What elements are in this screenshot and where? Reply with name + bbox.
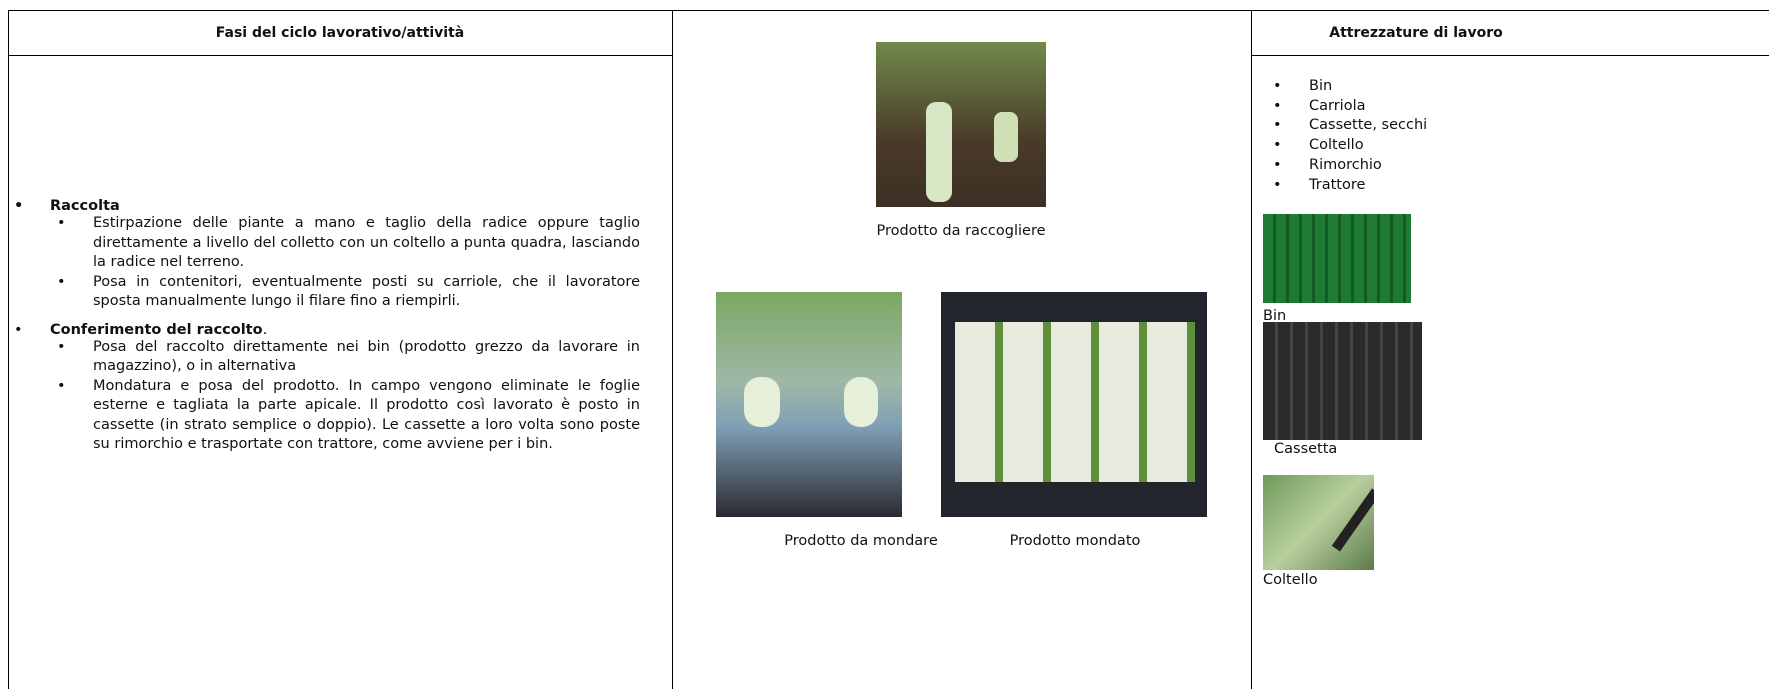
border <box>1251 10 1252 689</box>
caption: Bin <box>1263 308 1287 324</box>
equipment-list: Bin Carriola Cassette, secchi Coltello R… <box>1273 77 1428 196</box>
caption: Cassetta <box>1274 441 1338 457</box>
photo <box>941 292 1207 517</box>
text: Estirpazione delle piante a mano e tagli… <box>93 215 640 270</box>
item: Cassette, secchi <box>1273 116 1428 136</box>
item: Trattore <box>1273 176 1427 196</box>
item: Posa in contenitori, eventualmente posti… <box>57 273 640 312</box>
phase: Raccolta Estirpazione delle piante a man… <box>14 198 640 312</box>
text: Bin <box>1309 78 1333 94</box>
photo <box>1263 214 1411 303</box>
text: Conferimento del raccolto <box>50 321 263 338</box>
text: Raccolta <box>50 198 120 214</box>
photo <box>1263 475 1374 570</box>
caption: Prodotto da raccogliere <box>876 223 1046 239</box>
item: Posa del raccolto direttamente nei bin (… <box>57 338 640 377</box>
photo <box>876 42 1046 207</box>
phases: Raccolta Estirpazione delle piante a man… <box>14 198 640 455</box>
fennel <box>926 102 952 202</box>
item: Carriola <box>1273 97 1427 117</box>
border <box>8 10 1769 11</box>
item: Coltello <box>1273 136 1427 156</box>
text: Trattore <box>1309 176 1366 193</box>
text: Cassette, secchi <box>1309 117 1428 134</box>
text: . <box>262 321 268 338</box>
items: Posa del raccolto direttamente nei bin (… <box>57 338 640 455</box>
item: Estirpazione delle piante a mano e tagli… <box>57 214 640 273</box>
item: Rimorchio <box>1273 156 1427 176</box>
text: Mondatura e posa del prodotto. In campo … <box>93 377 640 453</box>
knife <box>1331 488 1374 552</box>
caption: Coltello <box>1263 572 1318 588</box>
header: Attrezzature di lavoro <box>1329 25 1503 41</box>
text: Posa in contenitori, eventualmente posti… <box>93 273 640 310</box>
border <box>8 55 672 56</box>
photo <box>716 292 902 517</box>
border <box>672 10 673 689</box>
phase-title: Conferimento del raccolto. <box>14 321 640 338</box>
text: Posa del raccolto direttamente nei bin (… <box>93 338 640 375</box>
phase: Conferimento del raccolto. Posa del racc… <box>14 321 640 455</box>
phase-title: Raccolta <box>14 198 640 214</box>
fennel <box>744 377 780 427</box>
photo <box>1263 322 1422 440</box>
item: Mondatura e posa del prodotto. In campo … <box>57 377 640 455</box>
fennels <box>955 322 1195 482</box>
item: Bin <box>1273 77 1427 97</box>
border <box>8 10 9 689</box>
text: Coltello <box>1309 137 1364 154</box>
border <box>1251 55 1769 56</box>
text: Carriola <box>1309 97 1366 114</box>
caption: Prodotto da mondare <box>784 533 938 549</box>
header: Fasi del ciclo lavorativo/attività <box>215 25 465 41</box>
caption: Prodotto mondato <box>1009 533 1141 549</box>
text: Rimorchio <box>1309 156 1382 173</box>
items: Estirpazione delle piante a mano e tagli… <box>57 214 640 312</box>
fennel <box>994 112 1018 162</box>
fennel <box>844 377 878 427</box>
